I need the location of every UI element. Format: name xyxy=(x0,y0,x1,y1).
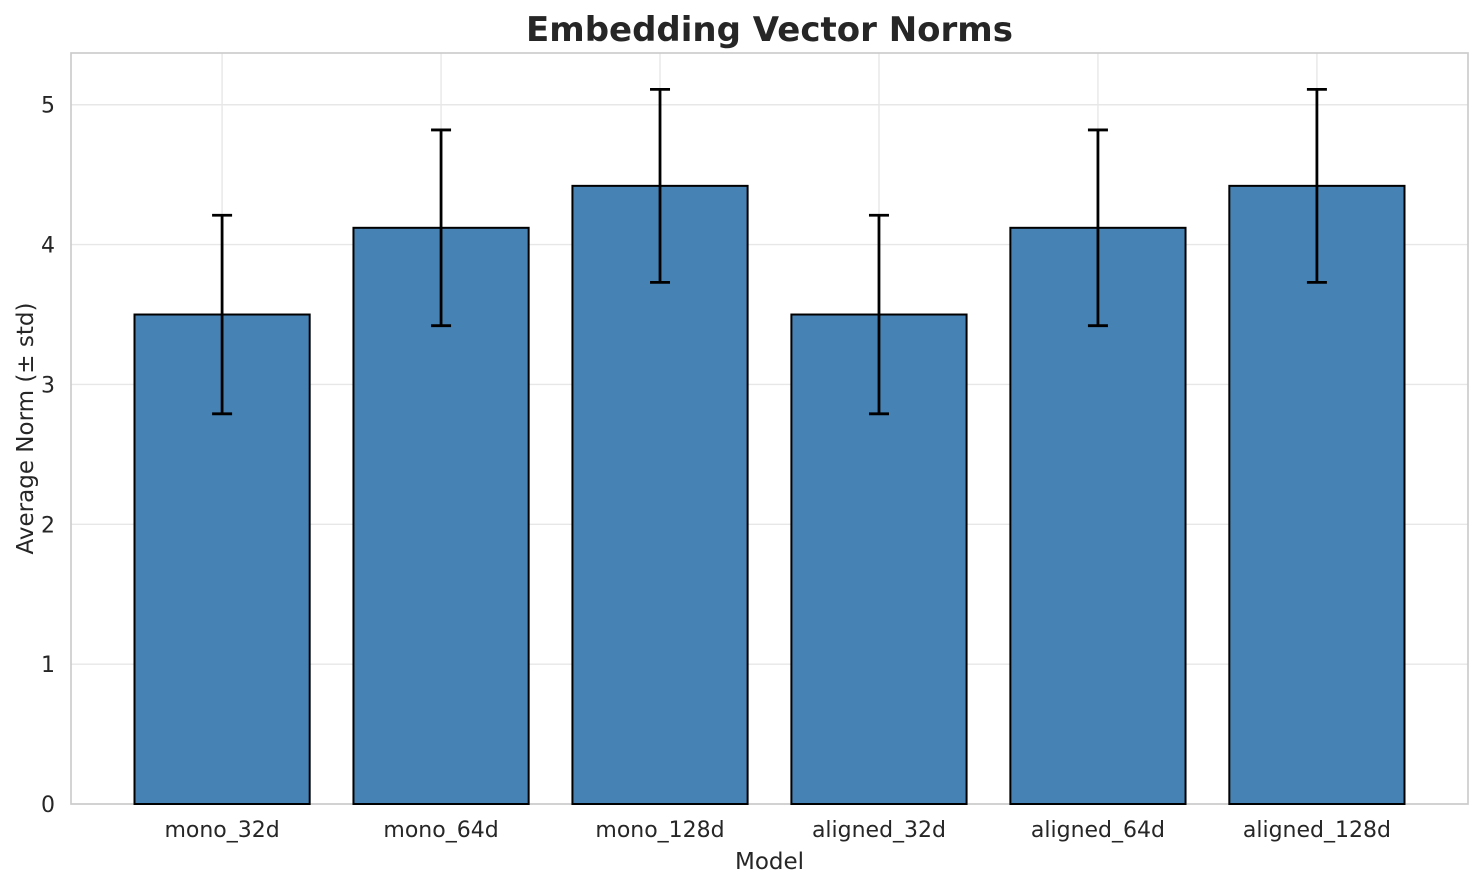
y-tick-label: 0 xyxy=(41,793,55,818)
y-tick-label: 4 xyxy=(41,234,55,259)
x-tick-label: mono_64d xyxy=(383,818,498,843)
y-tick-label: 2 xyxy=(41,513,55,538)
y-tick-label: 5 xyxy=(41,94,55,119)
x-axis-label: Model xyxy=(735,849,804,875)
chart-title: Embedding Vector Norms xyxy=(526,10,1013,50)
plot-frame xyxy=(70,52,1469,805)
x-tick-label: aligned_64d xyxy=(1031,818,1165,843)
bars xyxy=(133,184,1406,806)
x-tick-label: aligned_128d xyxy=(1243,818,1391,843)
tick-labels: 0 1 2 3 4 5 mono_32d mono_64d mono_128d aligned_3… xyxy=(41,94,1391,843)
y-axis-label: Average Norm (± std) xyxy=(13,303,39,555)
error-bars xyxy=(212,87,1327,416)
axes-spines xyxy=(70,52,1469,805)
bar-mono_128d xyxy=(571,184,749,806)
y-tick-label: 3 xyxy=(41,373,55,398)
x-tick-label: aligned_32d xyxy=(812,818,946,843)
x-tick-label: mono_128d xyxy=(595,818,724,843)
y-tick-label: 1 xyxy=(41,653,55,678)
x-tick-label: mono_32d xyxy=(164,818,279,843)
